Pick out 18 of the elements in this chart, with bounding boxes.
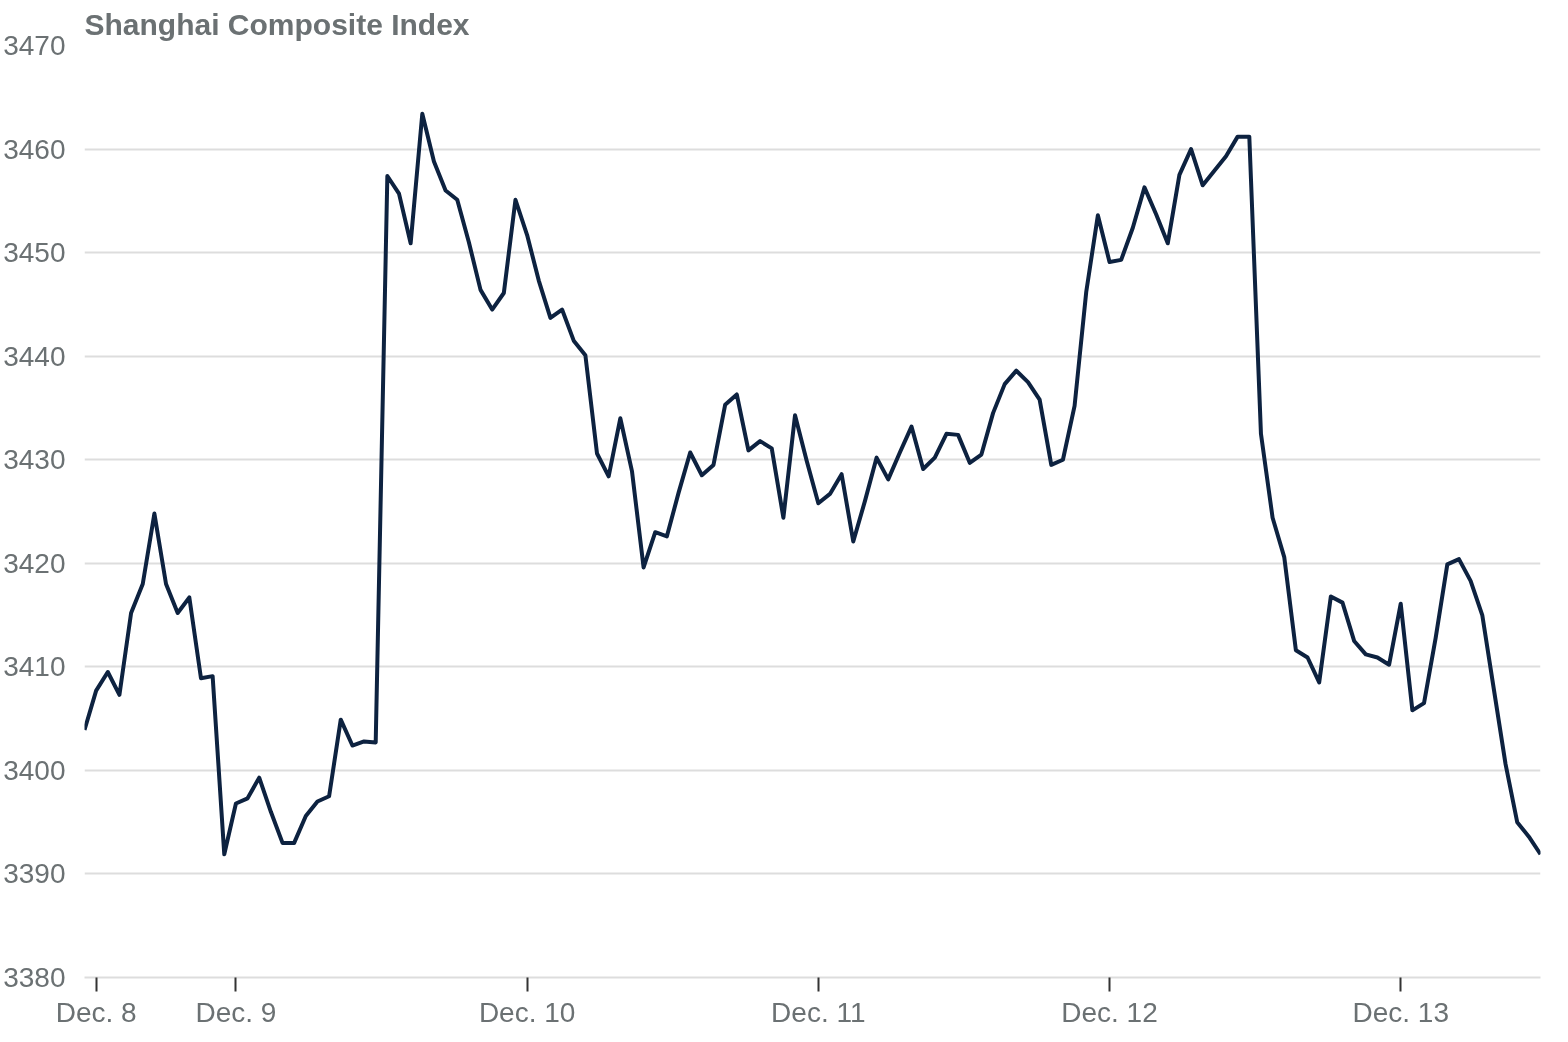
chart-title: Shanghai Composite Index	[84, 7, 470, 41]
y-tick-label: 3410	[3, 651, 66, 683]
x-tick-label: Dec. 10	[478, 996, 576, 1028]
y-tick-label: 3430	[3, 444, 66, 476]
y-tick-label: 3470	[3, 30, 66, 61]
x-tick-label: Dec. 8	[55, 996, 137, 1028]
y-tick-label: 3460	[3, 133, 66, 165]
line-series	[84, 111, 1541, 857]
x-tick-label: Dec. 12	[1061, 996, 1158, 1028]
y-tick-label: 3400	[3, 754, 66, 786]
y-tick-label: 3440	[3, 340, 66, 372]
x-tick-label: Dec. 9	[195, 996, 277, 1028]
x-tick-label: Dec. 11	[771, 996, 866, 1028]
x-tick-label: Dec. 13	[1352, 996, 1449, 1028]
y-tick-label: 3380	[3, 962, 66, 993]
y-tick-label: 3450	[3, 237, 66, 269]
y-tick-label: 3390	[3, 858, 66, 890]
y-tick-label: 3420	[3, 547, 66, 579]
